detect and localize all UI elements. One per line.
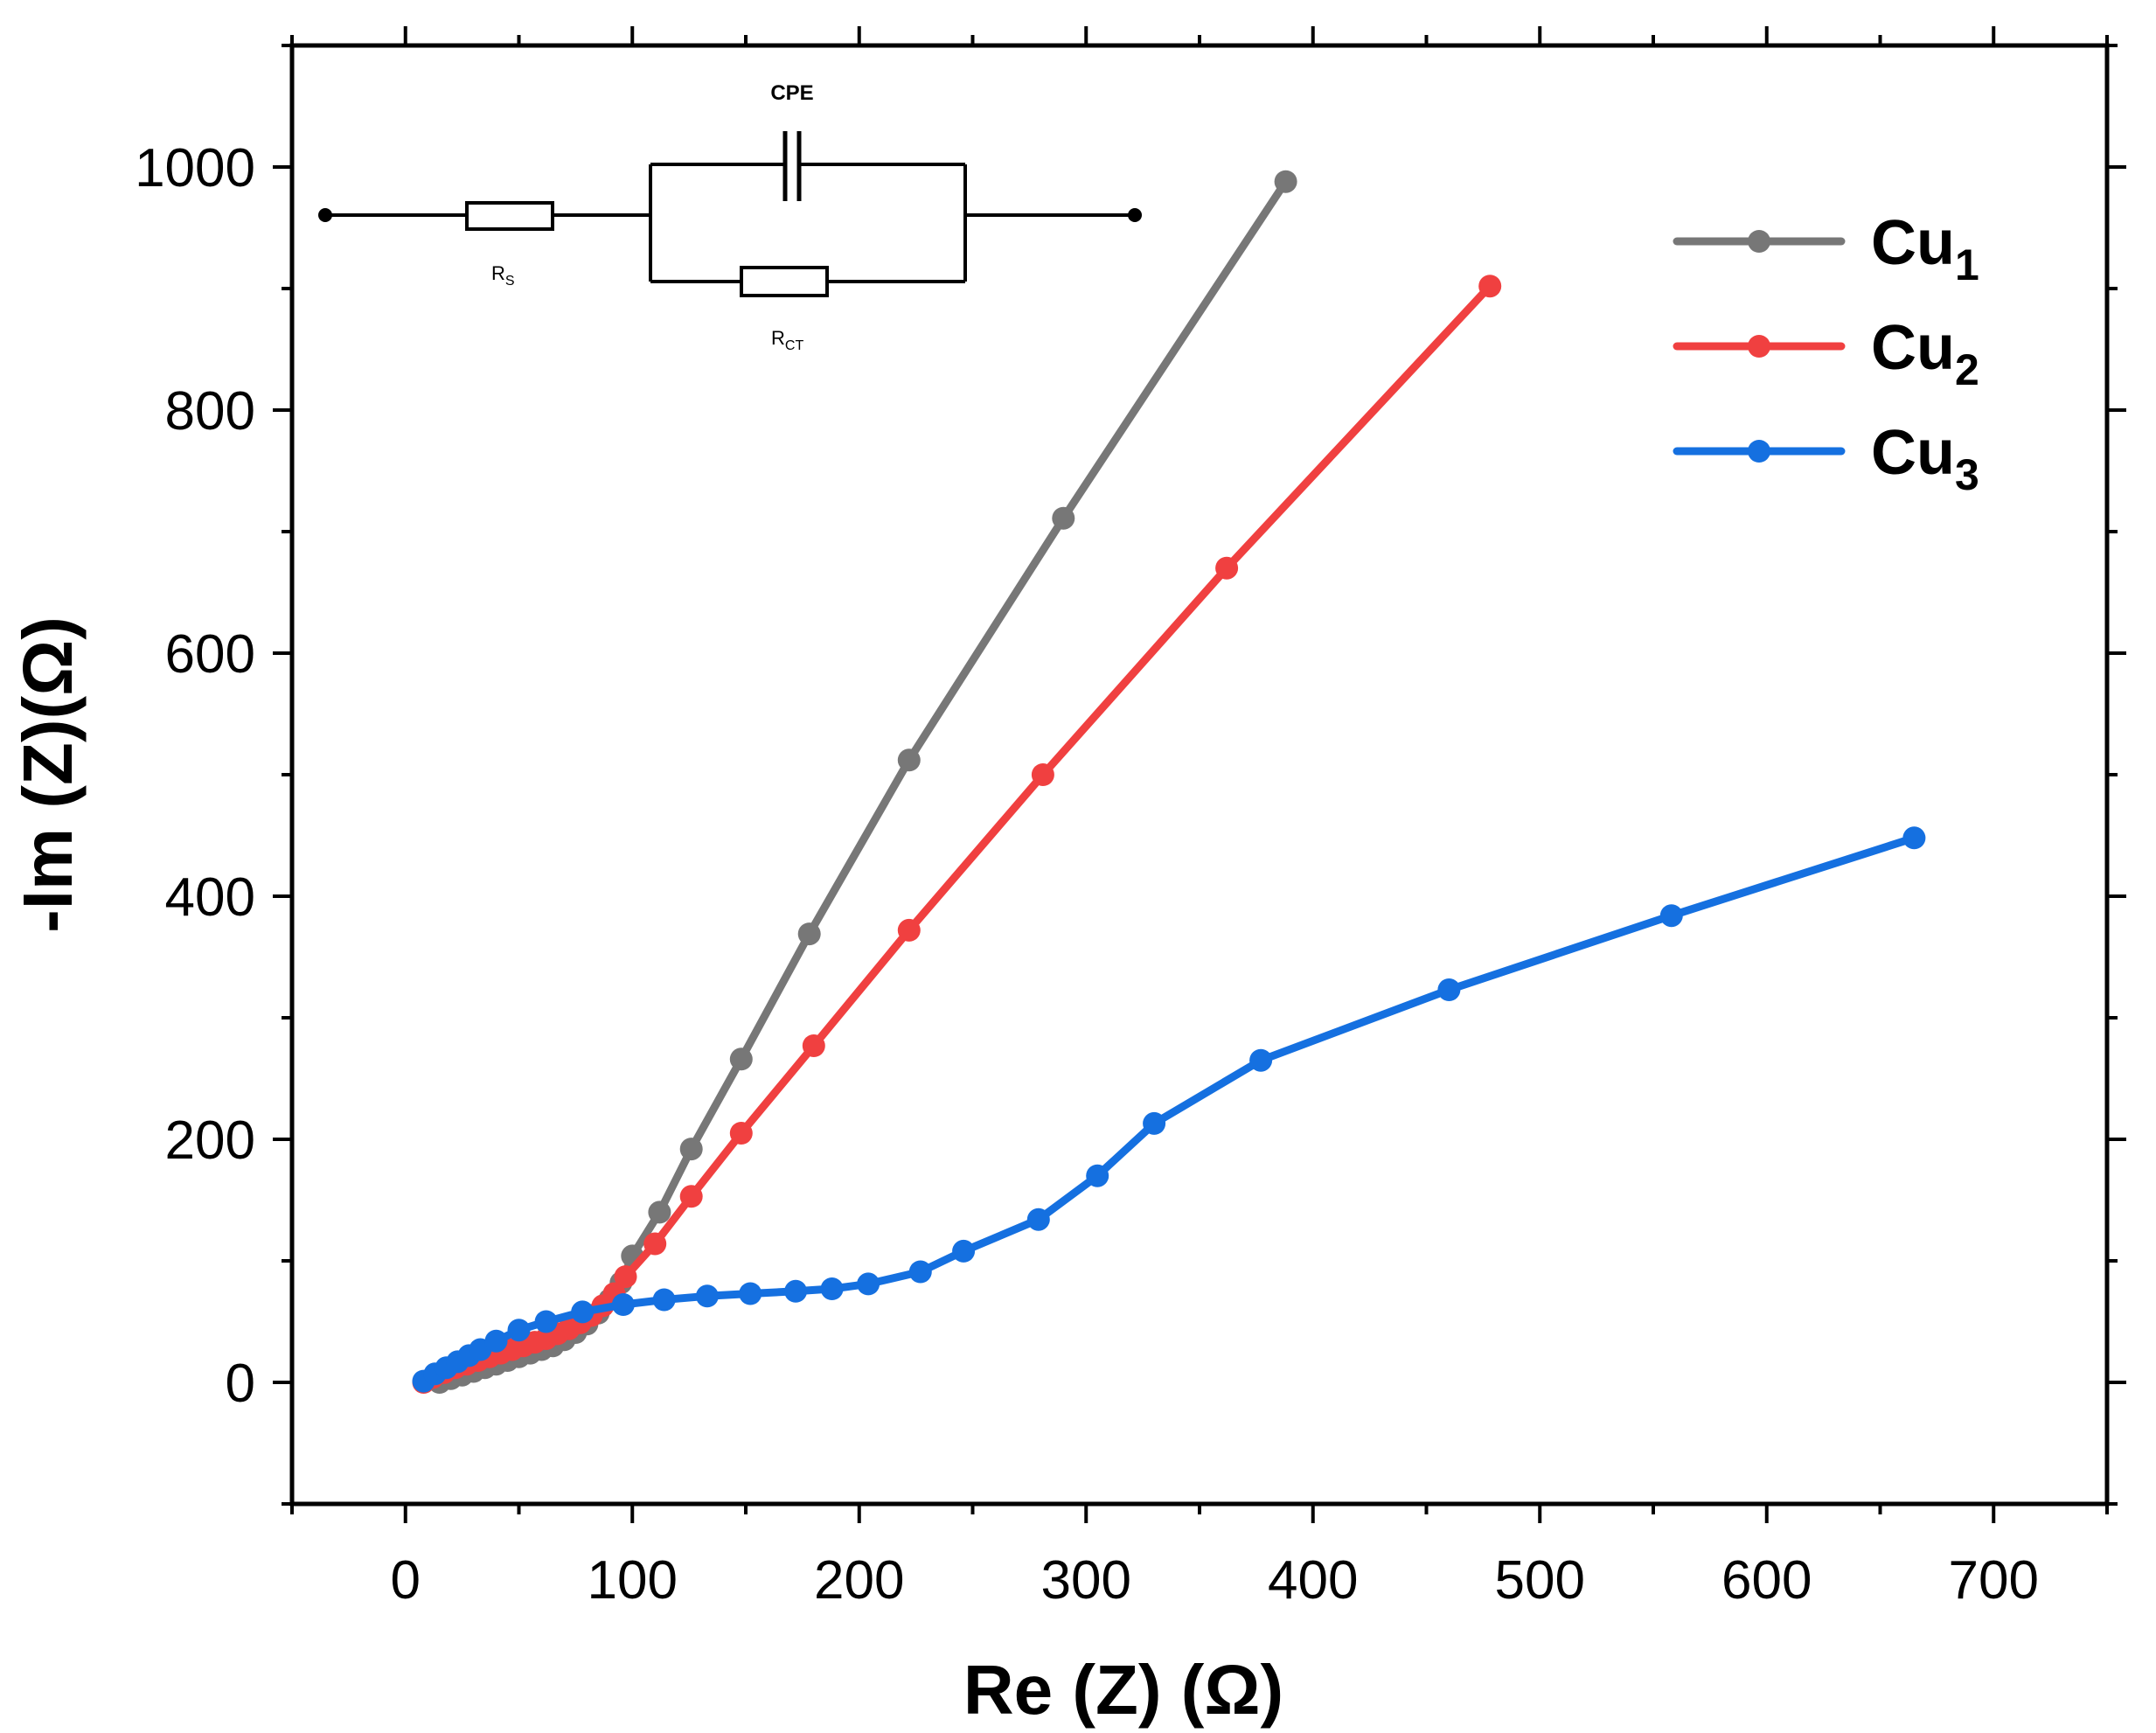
y-axis-title: -Im (Z)(Ω) [9,616,87,933]
data-point [1031,763,1054,786]
data-point [729,1047,753,1071]
data-point [679,1185,703,1208]
data-point [729,1122,753,1145]
x-tick-label: 100 [588,1550,678,1611]
y-tick-label: 1000 [135,138,255,198]
data-point [1437,978,1461,1001]
data-point [1249,1048,1273,1072]
cpe-label: CPE [770,81,813,105]
data-point [1274,170,1297,193]
data-point [1902,826,1926,850]
data-point [784,1279,808,1303]
data-point [857,1272,880,1296]
data-point [820,1277,844,1300]
data-point [611,1293,635,1316]
data-point [652,1288,676,1312]
axis-ticks [273,26,2126,1523]
equivalent-circuit [318,131,1142,297]
y-tick-label: 0 [226,1354,255,1414]
data-point [679,1138,703,1161]
data-point [952,1239,976,1263]
series-line [435,177,1290,1387]
data-point [614,1265,637,1289]
legend-label-sub: 2 [1955,345,1979,394]
legend-item: Cu1 [1673,208,1979,289]
data-point [695,1284,719,1308]
plot-frame [289,43,2110,1507]
data-point [1086,1164,1109,1187]
data-point [1478,275,1502,298]
data-point [507,1319,531,1342]
rct-label-sub: CT [785,338,804,353]
x-tick-label: 200 [814,1550,904,1611]
series-line [420,833,1918,1386]
series-cu1 [428,170,1297,1394]
data-point [571,1300,595,1324]
data-point [534,1310,558,1333]
data-point [1026,1208,1050,1231]
y-tick-label: 600 [165,624,255,685]
x-axis-title: Re (Z) (Ω) [963,1651,1283,1729]
x-tick-label: 0 [391,1550,421,1611]
data-point [908,1260,932,1284]
circuit-terminal-right [1128,208,1142,222]
data-point [484,1329,508,1353]
y-tick-label: 800 [165,381,255,442]
data-point [1052,506,1075,530]
series-cu3 [412,826,1926,1393]
legend-item: Cu2 [1673,313,1979,394]
data-point [739,1282,762,1305]
legend-label-sub: 1 [1955,240,1979,289]
y-tick-label: 200 [165,1110,255,1171]
x-tick-label: 600 [1721,1550,1812,1611]
legend-swatch-marker [1748,230,1770,253]
data-point [897,918,921,942]
data-point [802,1034,825,1057]
series-line [420,282,1494,1387]
x-tick-label: 500 [1495,1550,1585,1611]
legend-label-sub: 3 [1955,450,1979,499]
legend-label: Cu1 [1871,208,1979,289]
legend-label-main: Cu [1871,418,1955,488]
data-point [1215,556,1239,580]
resistor-rs [465,201,554,231]
axis-tick-labels: 0 100 200 300 400 500 600 700 0 200 400 600 800 1000 [135,138,2039,1611]
rct-label: RCT [771,327,803,353]
legend-label-main: Cu [1871,313,1955,383]
data-point [897,748,921,772]
legend-item: Cu3 [1673,418,1979,499]
data-series [412,170,1926,1394]
resistor-rct [740,266,829,297]
data-point [1143,1111,1166,1135]
data-point [797,922,821,946]
legend-label-main: Cu [1871,208,1955,278]
series-cu2 [412,275,1502,1394]
rs-label-sub: S [505,274,515,289]
legend-label: Cu2 [1871,313,1979,394]
rs-label-main: R [491,262,505,284]
x-tick-label: 700 [1949,1550,2039,1611]
data-point [643,1232,667,1256]
data-point [1659,904,1683,928]
data-point [648,1201,671,1224]
y-tick-label: 400 [165,867,255,928]
x-tick-label: 300 [1041,1550,1131,1611]
rct-label-main: R [771,327,785,349]
rs-label: RS [491,262,515,289]
legend-label: Cu3 [1871,418,1979,499]
x-tick-label: 400 [1268,1550,1358,1611]
legend-swatch-marker [1748,335,1770,358]
legend-swatch-marker [1748,440,1770,463]
